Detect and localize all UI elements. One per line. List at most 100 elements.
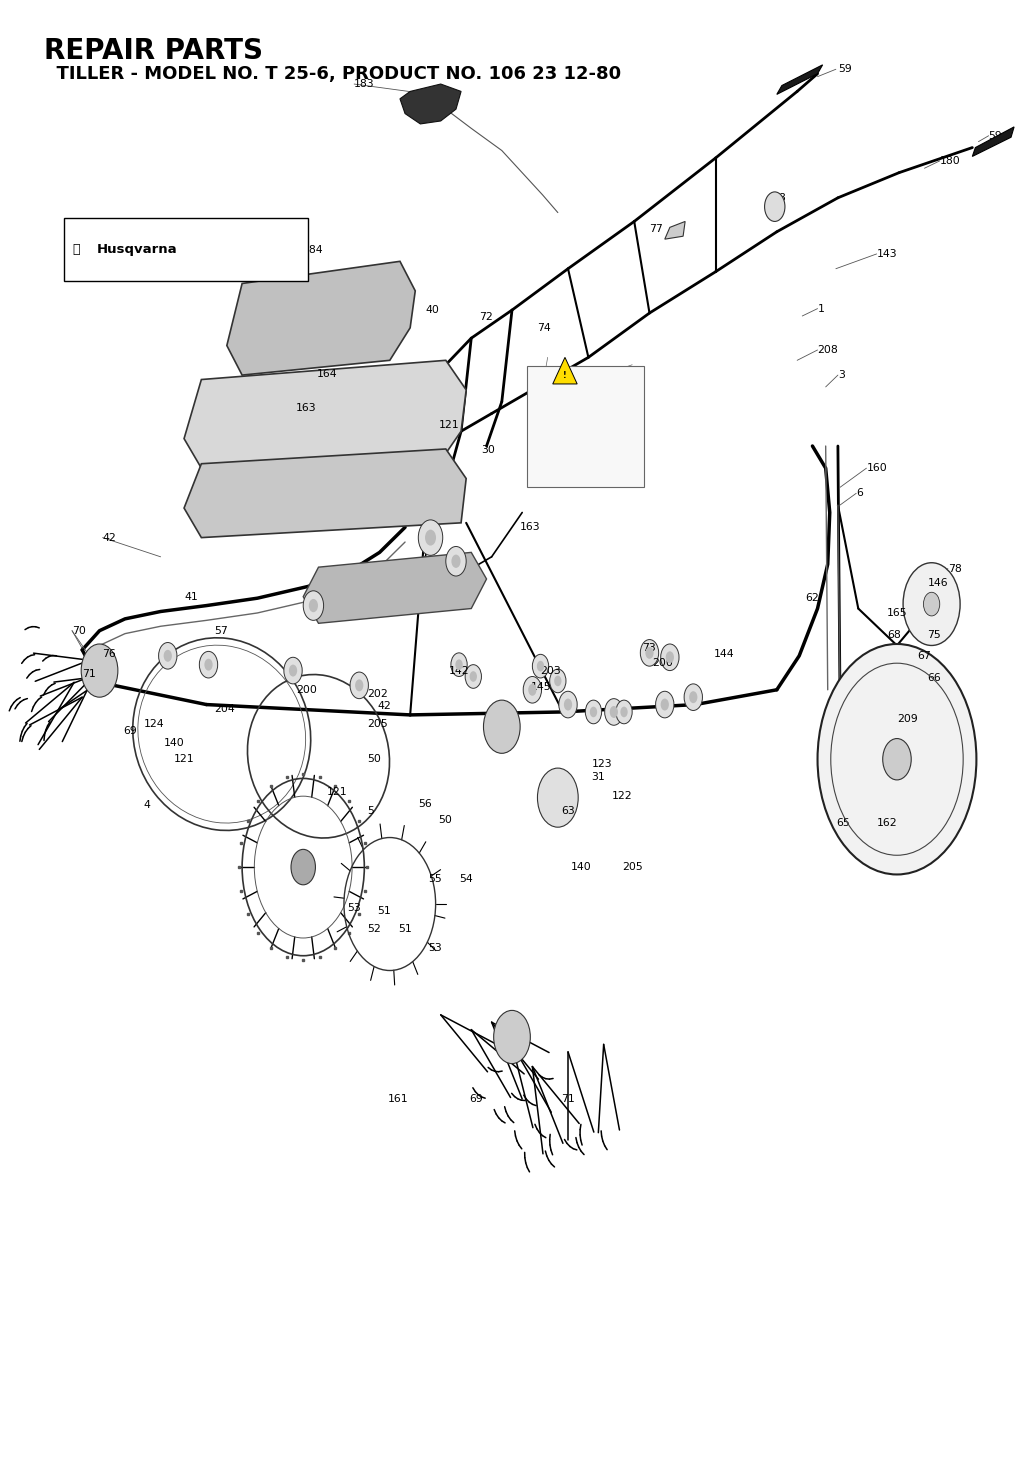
Text: 59: 59 [988, 131, 1002, 141]
Text: 165: 165 [887, 608, 907, 618]
Text: 205: 205 [622, 862, 643, 872]
Circle shape [883, 739, 911, 780]
Text: 3: 3 [838, 371, 845, 380]
Text: 41: 41 [184, 592, 198, 602]
Circle shape [537, 661, 544, 672]
Circle shape [655, 691, 674, 718]
Text: 73: 73 [642, 644, 656, 654]
Text: 208: 208 [817, 346, 839, 354]
Text: 200: 200 [296, 685, 317, 696]
Text: 142: 142 [449, 666, 469, 676]
Text: 69: 69 [123, 727, 137, 736]
Text: 5: 5 [368, 805, 374, 816]
Text: 70: 70 [72, 626, 86, 636]
Text: 121: 121 [174, 755, 195, 764]
FancyBboxPatch shape [63, 218, 308, 280]
Text: 4: 4 [143, 799, 151, 810]
Text: 202: 202 [368, 690, 388, 698]
Text: 180: 180 [940, 156, 961, 166]
Text: 69: 69 [469, 1094, 483, 1103]
Polygon shape [400, 85, 461, 125]
Text: 78: 78 [948, 564, 962, 574]
Text: 52: 52 [368, 924, 381, 934]
FancyBboxPatch shape [527, 366, 644, 488]
Text: REPAIR PARTS: REPAIR PARTS [43, 37, 262, 65]
Text: 67: 67 [918, 651, 931, 661]
Text: 57: 57 [215, 626, 228, 636]
Circle shape [532, 654, 549, 678]
Text: 124: 124 [143, 719, 164, 728]
Text: 58: 58 [772, 193, 785, 203]
Text: 205: 205 [368, 719, 388, 728]
Text: 121: 121 [327, 787, 347, 796]
Circle shape [564, 698, 572, 710]
Circle shape [528, 684, 537, 696]
Text: 163: 163 [296, 402, 316, 412]
Polygon shape [184, 449, 466, 538]
Circle shape [640, 639, 658, 666]
Text: 1: 1 [817, 304, 824, 313]
Text: 63: 63 [561, 805, 574, 816]
Text: 71: 71 [82, 669, 96, 679]
Text: 76: 76 [102, 650, 117, 660]
Circle shape [689, 691, 697, 703]
Circle shape [559, 691, 578, 718]
Text: 51: 51 [378, 906, 391, 916]
Circle shape [456, 660, 463, 670]
Text: 200: 200 [652, 658, 674, 669]
Circle shape [660, 698, 669, 710]
Text: 42: 42 [378, 701, 391, 710]
Text: 145: 145 [530, 682, 551, 693]
Text: 121: 121 [438, 420, 460, 430]
Text: 75: 75 [928, 630, 941, 641]
Text: 160: 160 [866, 463, 887, 473]
Circle shape [284, 657, 302, 684]
Circle shape [523, 676, 542, 703]
Circle shape [621, 706, 628, 718]
Text: 71: 71 [561, 1094, 574, 1103]
Text: 30: 30 [481, 445, 496, 455]
Text: 53: 53 [347, 903, 360, 914]
Circle shape [81, 644, 118, 697]
Text: 53: 53 [428, 943, 442, 954]
Circle shape [205, 658, 213, 670]
Text: 204: 204 [215, 704, 236, 713]
Circle shape [615, 700, 632, 724]
Text: 2: 2 [589, 378, 595, 387]
Text: 50: 50 [438, 814, 453, 825]
Circle shape [303, 590, 324, 620]
Text: 143: 143 [877, 249, 897, 260]
Circle shape [291, 850, 315, 885]
Text: 50: 50 [368, 755, 381, 764]
Text: 6: 6 [856, 488, 863, 498]
Text: 42: 42 [102, 532, 117, 543]
Circle shape [355, 679, 364, 691]
Text: 77: 77 [649, 224, 664, 234]
Circle shape [309, 599, 318, 612]
Polygon shape [184, 360, 466, 469]
Polygon shape [227, 261, 416, 375]
Circle shape [684, 684, 702, 710]
Circle shape [605, 698, 623, 725]
Text: 140: 140 [164, 739, 184, 747]
Text: 72: 72 [479, 313, 494, 322]
Circle shape [465, 664, 481, 688]
Text: 65: 65 [836, 817, 850, 828]
Circle shape [483, 700, 520, 753]
Text: Ⓢ: Ⓢ [72, 243, 80, 257]
Circle shape [452, 555, 461, 568]
Circle shape [200, 651, 218, 678]
Text: 62: 62 [805, 593, 819, 604]
Circle shape [903, 562, 961, 645]
Text: TILLER - MODEL NO. T 25-6, PRODUCT NO. 106 23 12-80: TILLER - MODEL NO. T 25-6, PRODUCT NO. 1… [43, 65, 621, 83]
Polygon shape [777, 65, 822, 95]
Polygon shape [665, 221, 685, 239]
Circle shape [666, 651, 674, 663]
Circle shape [164, 650, 172, 661]
Text: !: ! [563, 371, 566, 380]
Text: 122: 122 [611, 790, 633, 801]
Circle shape [350, 672, 369, 698]
Circle shape [470, 672, 477, 682]
Circle shape [765, 191, 785, 221]
Text: 68: 68 [887, 630, 900, 641]
